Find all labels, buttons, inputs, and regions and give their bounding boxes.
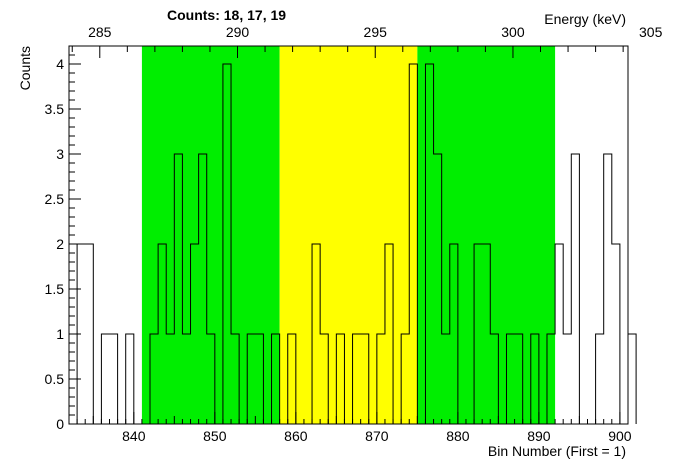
energy-tick-label: 305 xyxy=(639,24,663,40)
region-background-left xyxy=(141,46,280,424)
energy-tick-label: 295 xyxy=(364,24,388,40)
energy-axis: 285 290 295 300 305 xyxy=(71,24,663,58)
x-tick-label: 890 xyxy=(527,428,551,444)
y-tick-label: 2 xyxy=(56,236,64,252)
y-axis: 0 0.5 1 1.5 2 2.5 3 3.5 4 xyxy=(45,45,81,432)
x-tick-label: 880 xyxy=(446,428,470,444)
chart-title: Counts: 18, 17, 19 xyxy=(167,7,286,23)
x-tick-label: 840 xyxy=(122,428,146,444)
region-background-right xyxy=(417,46,556,424)
region-peak xyxy=(279,46,418,424)
energy-tick-label: 290 xyxy=(226,24,250,40)
y-tick-label: 3.5 xyxy=(45,101,65,117)
x-tick-label: 870 xyxy=(365,428,389,444)
y-axis-title: Counts xyxy=(17,46,33,90)
y-tick-label: 2.5 xyxy=(45,191,65,207)
histogram-line xyxy=(69,63,637,425)
x-axis: 840 850 860 870 880 890 900 xyxy=(68,412,632,444)
y-tick-label: 0.5 xyxy=(45,371,65,387)
highlight-regions xyxy=(141,46,556,424)
x-tick-label: 850 xyxy=(203,428,227,444)
x-tick-label: 860 xyxy=(284,428,308,444)
energy-tick-label: 300 xyxy=(501,24,525,40)
y-tick-label: 3 xyxy=(56,146,64,162)
top-axis-title: Energy (keV) xyxy=(544,11,626,27)
energy-tick-label: 285 xyxy=(88,24,112,40)
x-axis-title: Bin Number (First = 1) xyxy=(488,443,626,459)
y-tick-label: 1 xyxy=(56,326,64,342)
y-tick-label: 1.5 xyxy=(45,281,65,297)
y-tick-label: 0 xyxy=(56,416,64,432)
x-tick-label: 900 xyxy=(608,428,632,444)
y-tick-label: 4 xyxy=(56,56,64,72)
